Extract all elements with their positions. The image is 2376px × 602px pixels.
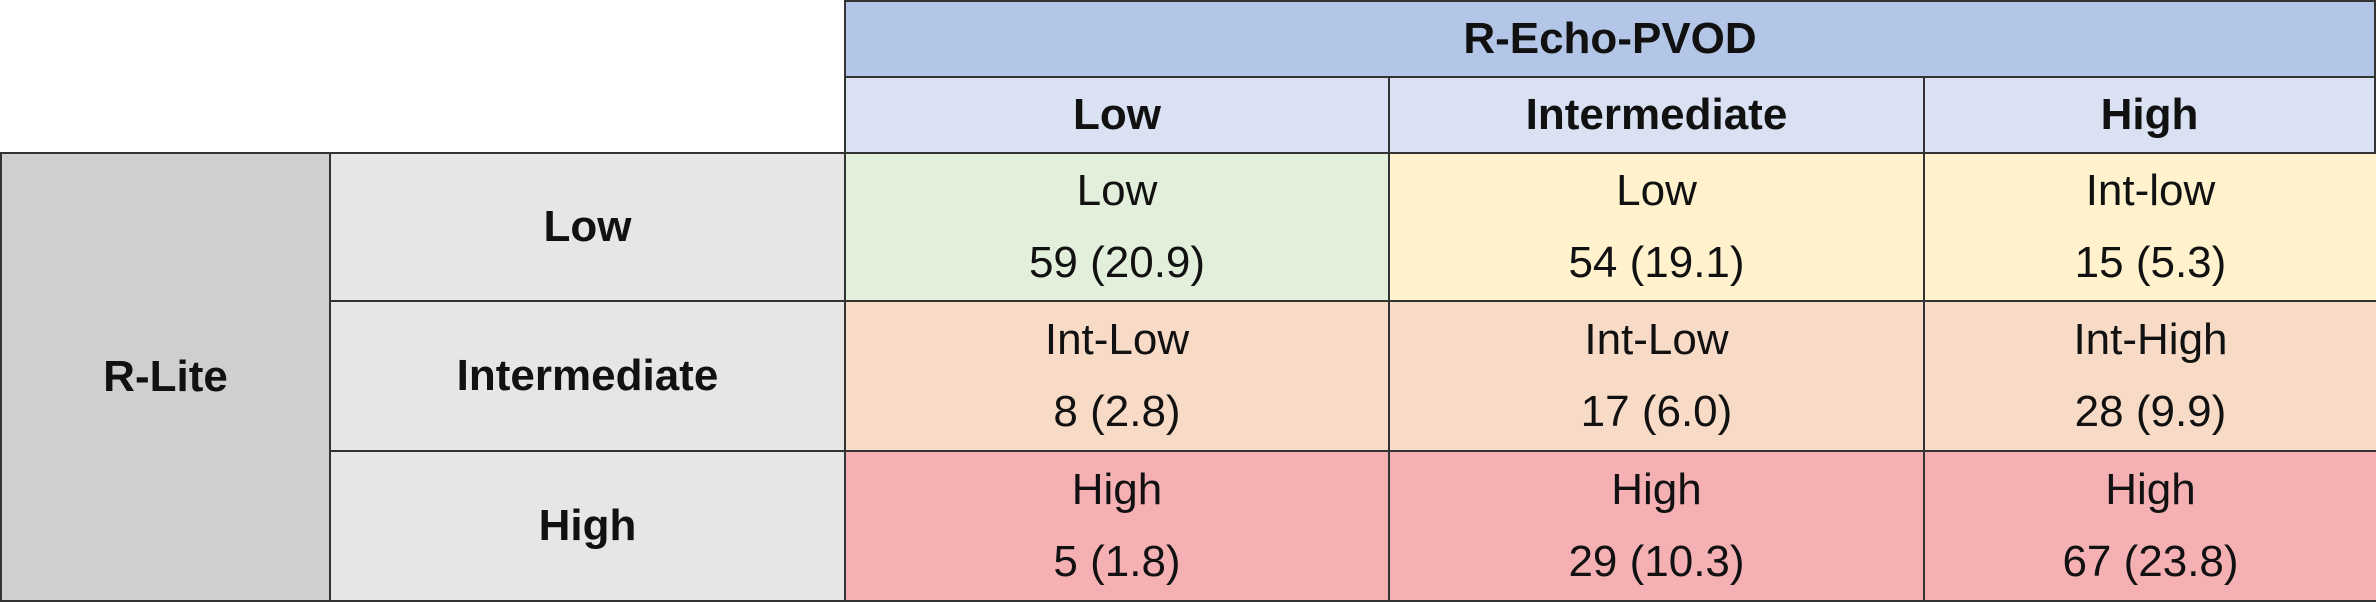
- cell-value: 5 (1.8): [1053, 537, 1181, 586]
- cell: High 67 (23.8): [1923, 450, 2376, 602]
- cell-value: 29 (10.3): [1568, 537, 1745, 586]
- cell-value: 15 (5.3): [2074, 238, 2227, 287]
- cell-value: 17 (6.0): [1580, 387, 1733, 436]
- column-group-header: R-Echo-PVOD: [844, 0, 2376, 78]
- row-group-header: R-Lite: [0, 152, 331, 602]
- column-header: Low: [844, 76, 1390, 154]
- cell: High 29 (10.3): [1388, 450, 1925, 602]
- cell-value: 8 (2.8): [1053, 387, 1181, 436]
- cell-category: Int-High: [2073, 315, 2228, 364]
- column-header: Intermediate: [1388, 76, 1925, 154]
- cell-category: High: [2105, 465, 2196, 514]
- cell-category: Low: [1076, 166, 1158, 215]
- cell-value: 67 (23.8): [2062, 537, 2239, 586]
- cell-category: Int-Low: [1584, 315, 1729, 364]
- cell: Low 59 (20.9): [844, 152, 1390, 302]
- row-header: Low: [329, 152, 846, 302]
- cell: Int-Low 8 (2.8): [844, 300, 1390, 452]
- row-header: Intermediate: [329, 300, 846, 452]
- cell-category: High: [1611, 465, 1702, 514]
- cell-category: Int-Low: [1044, 315, 1190, 364]
- cell-value: 28 (9.9): [2074, 387, 2227, 436]
- cell: High 5 (1.8): [844, 450, 1390, 602]
- cell-category: Int-low: [2085, 166, 2216, 215]
- cell-category: Low: [1616, 166, 1697, 215]
- row-header: High: [329, 450, 846, 602]
- cell-category: High: [1071, 465, 1163, 514]
- cell: Int-low 15 (5.3): [1923, 152, 2376, 302]
- column-header: High: [1923, 76, 2376, 154]
- cell: Low 54 (19.1): [1388, 152, 1925, 302]
- cell-value: 54 (19.1): [1568, 238, 1745, 287]
- cell: Int-Low 17 (6.0): [1388, 300, 1925, 452]
- cell-value: 59 (20.9): [1028, 238, 1206, 287]
- cell: Int-High 28 (9.9): [1923, 300, 2376, 452]
